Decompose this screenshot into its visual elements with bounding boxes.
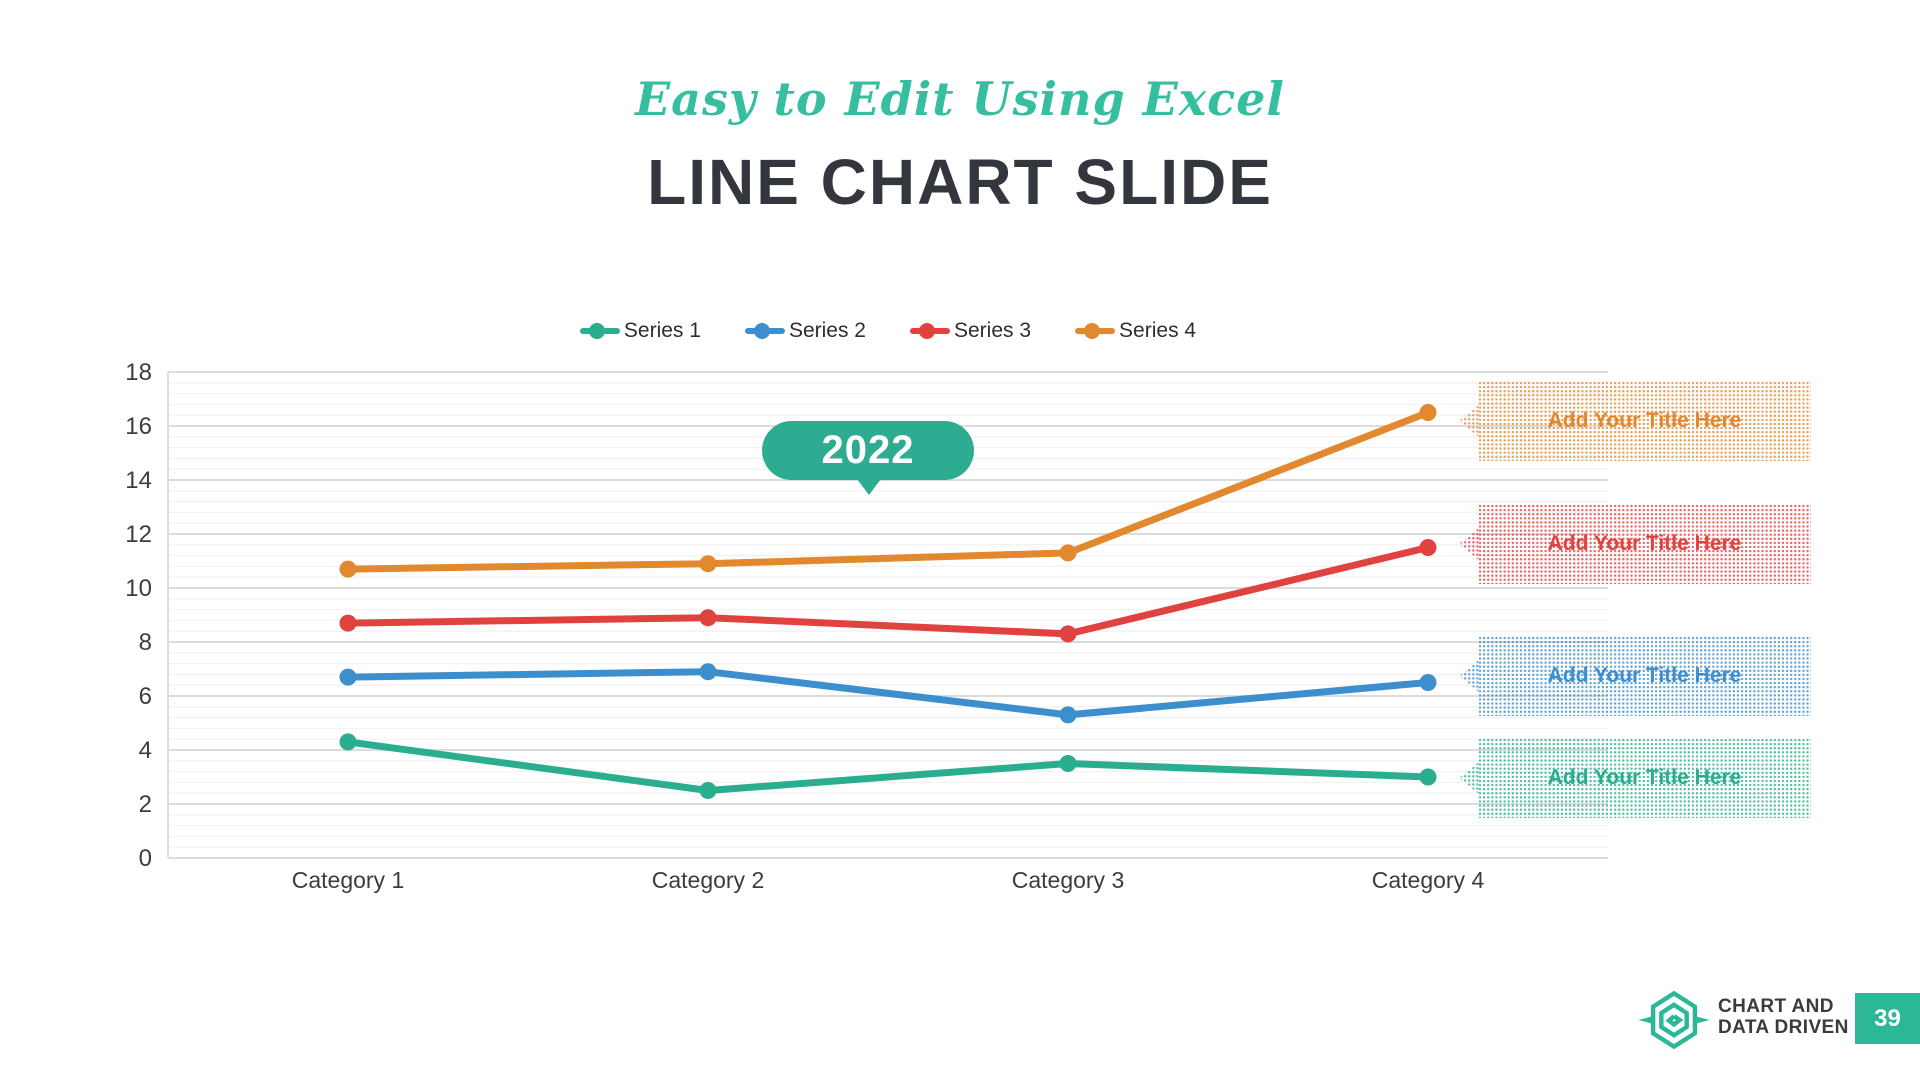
page-number-badge: 39 <box>1855 993 1920 1044</box>
legend-item-series-4: Series 4 <box>1075 319 1196 343</box>
series-line-series-4 <box>344 409 1432 573</box>
callout-label: Add Your Title Here <box>1547 532 1742 555</box>
legend-label: Series 1 <box>623 319 701 342</box>
y-axis-tick-label: 12 <box>125 521 152 548</box>
brand-logo-icon <box>1638 990 1710 1050</box>
title-placeholder-callout: Add Your Title Here <box>1459 504 1811 584</box>
year-callout: 2022 <box>762 421 974 495</box>
legend-label: Series 4 <box>1119 319 1197 342</box>
x-axis-category-label: Category 2 <box>652 867 765 893</box>
y-axis-tick-label: 8 <box>139 629 152 656</box>
callout-label: Add Your Title Here <box>1547 766 1742 789</box>
brand-name-line1: CHART AND <box>1718 996 1834 1017</box>
legend-marker-icon <box>744 323 785 340</box>
legend-marker-icon <box>579 323 620 340</box>
title-placeholder-callout: Add Your Title Here <box>1459 738 1811 818</box>
data-point-marker <box>1419 768 1437 786</box>
data-point-marker <box>699 782 717 799</box>
halftone-pattern-background <box>1478 636 1811 716</box>
legend-marker-icon <box>910 323 950 340</box>
data-point-marker <box>339 560 357 578</box>
data-point-marker <box>699 555 717 573</box>
chart-legend: Series 1 Series 2 Series 3 Series 4 <box>168 316 1608 346</box>
y-axis-tick-label: 0 <box>139 845 152 872</box>
legend-marker-icon <box>1075 323 1116 340</box>
brand-name: CHART AND DATA DRIVEN <box>1718 996 1849 1039</box>
data-point-marker <box>699 609 717 627</box>
data-point-marker <box>1419 404 1437 421</box>
series-line-series-1 <box>344 738 1432 794</box>
halftone-pattern-background <box>1478 381 1811 461</box>
x-axis-category-label: Category 3 <box>1012 867 1125 893</box>
y-axis-tick-label: 10 <box>125 575 152 602</box>
slide-subtitle: Easy to Edit Using Excel <box>635 72 1285 126</box>
callout-label: Add Your Title Here <box>1547 409 1742 432</box>
x-axis-category-label: Category 1 <box>292 867 405 893</box>
data-point-marker <box>1419 674 1437 691</box>
legend-label: Series 3 <box>954 319 1032 342</box>
year-callout-label: 2022 <box>821 428 915 472</box>
y-axis-tick-label: 2 <box>139 791 152 818</box>
data-point-marker <box>1059 755 1077 772</box>
title-placeholder-callout: Add Your Title Here <box>1459 636 1811 716</box>
data-point-marker <box>339 614 357 632</box>
y-axis-tick-label: 18 <box>125 359 152 386</box>
series-line-series-2 <box>344 668 1432 719</box>
brand-name-line2: DATA DRIVEN <box>1718 1017 1849 1039</box>
halftone-pattern-background <box>1478 504 1811 584</box>
slide-title: LINE CHART SLIDE <box>647 146 1273 218</box>
halftone-pattern-background <box>1478 738 1811 818</box>
footer: CHART AND DATA DRIVEN 39 <box>1630 985 1920 1055</box>
y-axis-tick-label: 14 <box>125 467 152 494</box>
data-point-marker <box>699 663 717 681</box>
y-axis-tick-label: 4 <box>139 737 152 764</box>
legend-item-series-1: Series 1 <box>579 319 701 343</box>
data-point-marker <box>1059 625 1077 643</box>
y-axis-tick-label: 16 <box>125 413 152 440</box>
data-point-marker <box>1419 539 1437 556</box>
data-point-marker <box>339 733 357 751</box>
y-axis-tick-label: 6 <box>139 683 152 710</box>
title-placeholder-callout: Add Your Title Here <box>1459 381 1811 461</box>
legend-item-series-3: Series 3 <box>910 319 1031 343</box>
data-point-marker <box>339 668 357 686</box>
year-callout-tail <box>857 479 881 495</box>
data-point-marker <box>1059 544 1077 562</box>
callout-label: Add Your Title Here <box>1547 664 1742 687</box>
data-point-marker <box>1059 706 1077 724</box>
page-number: 39 <box>1874 1004 1901 1032</box>
x-axis-category-label: Category 4 <box>1372 867 1485 893</box>
series-line-series-3 <box>344 544 1432 638</box>
legend-label: Series 2 <box>788 319 866 342</box>
legend-item-series-2: Series 2 <box>744 319 866 343</box>
